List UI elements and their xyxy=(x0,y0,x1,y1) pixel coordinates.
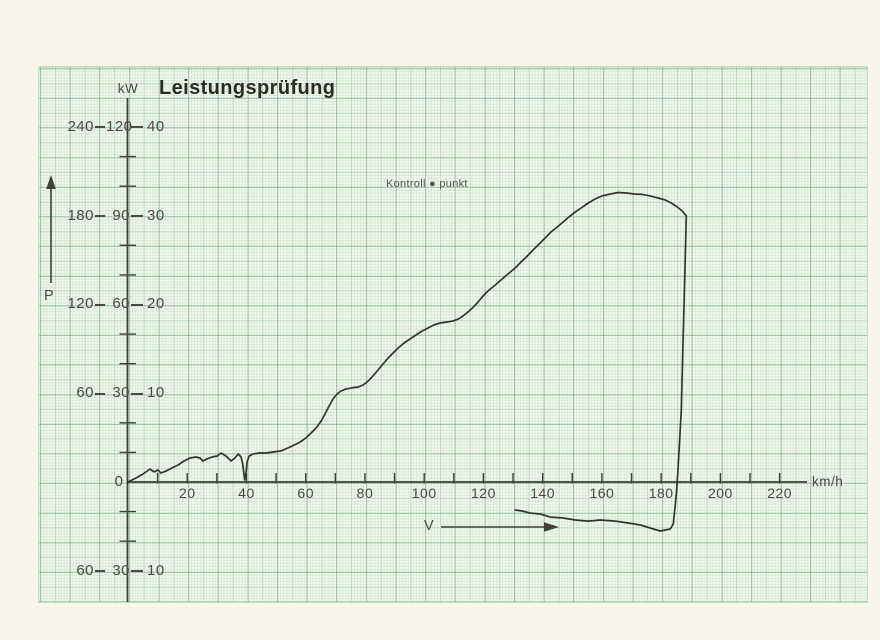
y-scale-value: 10 xyxy=(147,561,165,579)
y-scale-value: 120 xyxy=(106,117,133,135)
y-scale-dash xyxy=(94,296,106,312)
kontrollpunkt-annotation: Kontroll ● punkt xyxy=(386,178,468,190)
p-axis-label: P xyxy=(44,288,54,304)
y-scale-row: 60 30 10 xyxy=(54,561,170,579)
x-tick-label: 20 xyxy=(178,485,196,501)
y-axis-unit-label: kW xyxy=(117,81,139,96)
x-tick-label: 120 xyxy=(471,485,496,501)
y-scale-value: 60 xyxy=(76,561,94,579)
x-tick-label: 220 xyxy=(767,485,793,501)
x-axis-unit-label: km/h xyxy=(812,474,844,489)
y-scale-value: 40 xyxy=(147,117,165,135)
x-tick-label: 100 xyxy=(411,485,437,501)
y-scale-row: 120 60 20 xyxy=(54,296,170,312)
x-tick-label: 60 xyxy=(297,485,314,501)
y-scale-value: 20 xyxy=(147,295,165,313)
x-tick-label: 200 xyxy=(707,485,733,501)
v-axis-label: V xyxy=(424,518,434,534)
y-scale-value: 60 xyxy=(112,295,130,313)
y-scale-value: 240 xyxy=(67,117,94,135)
y-scale-value: 30 xyxy=(112,384,130,402)
y-scale-value: 180 xyxy=(67,206,94,224)
y-scale-row: 240 120 40 xyxy=(54,117,170,135)
y-scale-value: 30 xyxy=(112,561,130,579)
chart-title: Leistungsprüfung xyxy=(159,77,336,99)
y-scale-dash xyxy=(130,385,144,401)
y-scale-dash xyxy=(94,208,106,224)
y-scale-dash xyxy=(94,563,106,579)
origin-zero-label: 0 xyxy=(114,473,123,490)
y-scale-value: 10 xyxy=(147,384,165,402)
x-tick-label: 140 xyxy=(530,485,556,501)
y-scale-dash xyxy=(94,119,106,135)
x-tick-label: 80 xyxy=(356,485,374,501)
y-scale-dash xyxy=(130,208,144,224)
y-scale-dash xyxy=(94,385,106,401)
x-tick-label: 40 xyxy=(238,485,255,501)
y-scale-row: 60 30 10 xyxy=(54,385,170,401)
y-scale-dash xyxy=(130,563,144,579)
y-scale-value: 120 xyxy=(67,295,94,313)
y-scale-value: 30 xyxy=(147,206,165,224)
y-scale-row: 180 90 30 xyxy=(54,206,170,224)
y-scale-dash xyxy=(130,296,144,312)
y-scale-dash xyxy=(130,119,144,135)
y-scale-value: 60 xyxy=(76,384,94,402)
graph-paper xyxy=(38,66,868,603)
x-tick-label: 160 xyxy=(589,485,615,501)
y-scale-value: 90 xyxy=(112,206,130,224)
x-tick-label: 180 xyxy=(648,485,674,501)
